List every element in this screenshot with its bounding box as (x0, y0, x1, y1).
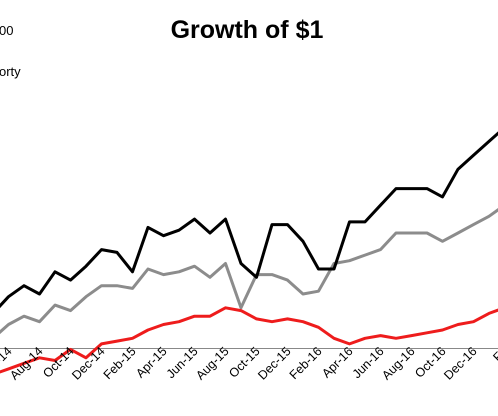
series-line-2 (0, 208, 498, 335)
x-tick-label: Dec-16 (441, 344, 479, 382)
series-line-1 (0, 131, 498, 309)
x-tick-label: Feb-15 (101, 344, 139, 382)
series-line-3 (0, 306, 498, 374)
x-tick-label: Feb-16 (287, 344, 325, 382)
x-axis-ticks: Jun-14Aug-14Oct-14Dec-14Feb-15Apr-15Jun-… (0, 344, 498, 382)
x-tick-label: Dec-14 (69, 344, 107, 382)
x-tick-label: Apr-16 (319, 344, 355, 380)
series-layer (0, 131, 498, 374)
x-tick-label: Apr-15 (133, 344, 169, 380)
legend-entry-2-label: orty (0, 64, 21, 79)
x-tick-label: Aug-16 (379, 344, 417, 382)
x-tick-label: Dec-15 (255, 344, 293, 382)
legend-entry-1-label: 00 (0, 23, 13, 38)
x-tick-label: Aug-14 (7, 344, 45, 382)
x-tick-label: Fe (490, 344, 498, 364)
chart-title: Growth of $1 (171, 16, 324, 44)
x-tick-label: Aug-15 (193, 344, 231, 382)
